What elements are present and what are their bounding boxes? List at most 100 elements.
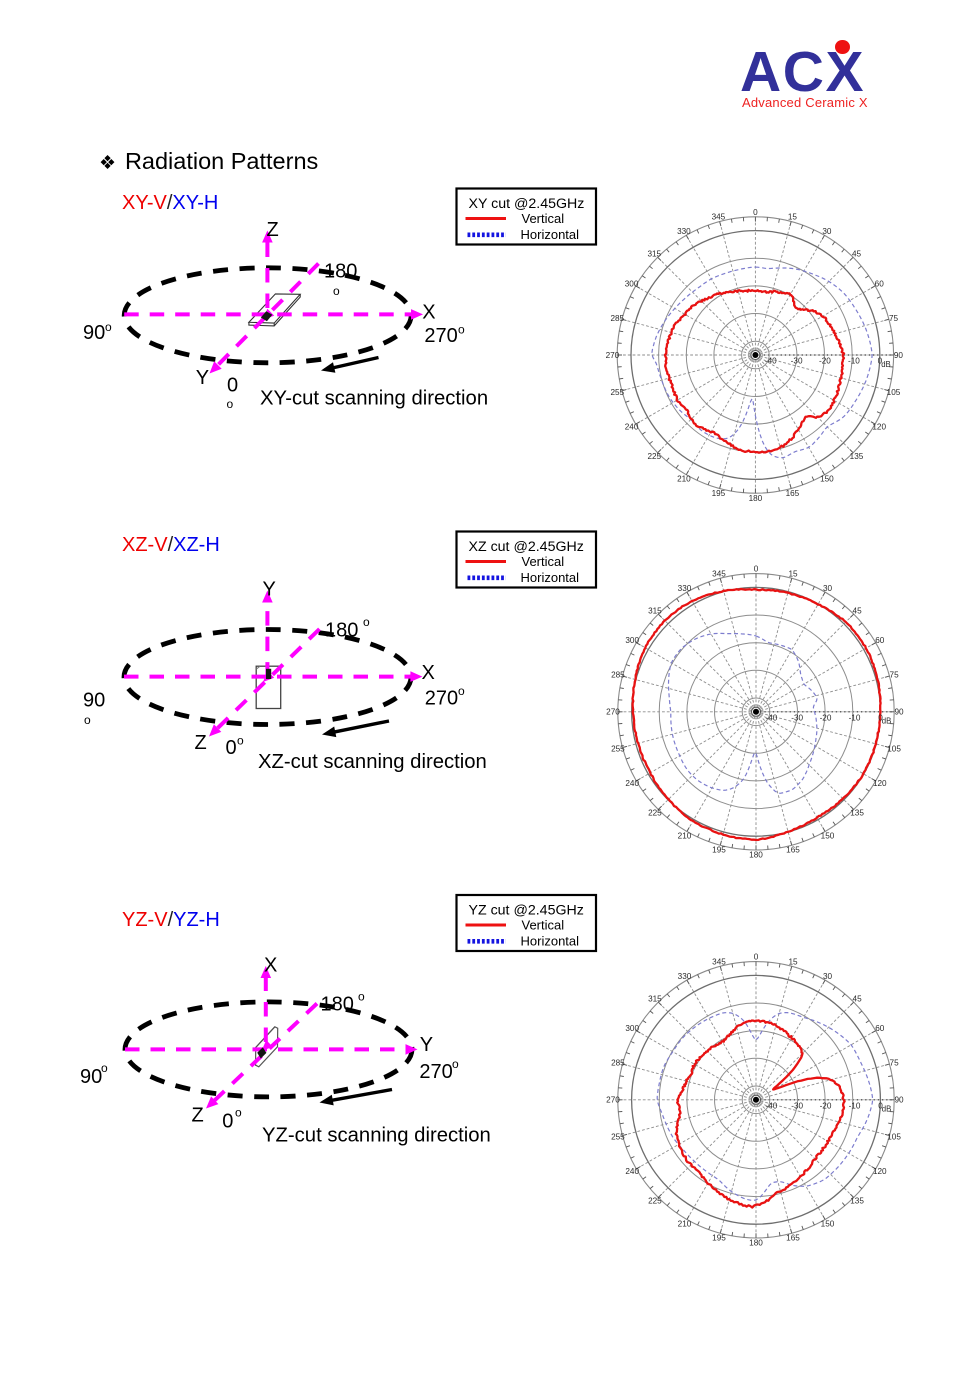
svg-text:45: 45	[853, 607, 863, 616]
svg-text:240: 240	[625, 422, 639, 431]
svg-text:o: o	[227, 397, 234, 411]
svg-text:15: 15	[788, 213, 798, 222]
svg-text:135: 135	[850, 1197, 864, 1206]
svg-text:o: o	[333, 284, 340, 298]
svg-text:-10: -10	[849, 713, 861, 722]
svg-text:-40: -40	[765, 713, 777, 722]
svg-text:dB: dB	[882, 1105, 892, 1114]
svg-text:300: 300	[625, 636, 639, 645]
svg-text:300: 300	[625, 279, 639, 288]
svg-text:Z: Z	[195, 732, 207, 754]
svg-text:75: 75	[889, 314, 899, 323]
svg-text:225: 225	[648, 1197, 662, 1206]
svg-text:o: o	[452, 1057, 459, 1071]
svg-text:165: 165	[786, 1234, 800, 1243]
svg-text:45: 45	[853, 995, 863, 1004]
svg-text:240: 240	[625, 779, 639, 788]
svg-text:210: 210	[678, 1219, 692, 1228]
svg-text:Y: Y	[196, 367, 209, 389]
svg-text:270: 270	[425, 688, 458, 710]
svg-text:180: 180	[321, 994, 354, 1016]
svg-text:150: 150	[821, 1219, 835, 1228]
svg-text:0: 0	[222, 1110, 233, 1132]
svg-text:30: 30	[823, 584, 833, 593]
svg-text:135: 135	[850, 809, 864, 818]
svg-text:150: 150	[821, 831, 835, 840]
svg-text:45: 45	[852, 250, 862, 259]
svg-text:345: 345	[712, 958, 726, 967]
svg-text:XZ-cut scanning direction: XZ-cut scanning direction	[258, 751, 487, 773]
svg-text:180: 180	[749, 851, 763, 860]
svg-text:300: 300	[625, 1024, 639, 1033]
svg-text:o: o	[105, 320, 112, 334]
svg-text:225: 225	[647, 452, 661, 461]
svg-text:XZ cut @2.45GHz: XZ cut @2.45GHz	[469, 539, 584, 555]
svg-text:Horizontal: Horizontal	[521, 570, 580, 585]
svg-text:XY-cut scanning direction: XY-cut scanning direction	[260, 388, 488, 410]
svg-text:240: 240	[625, 1167, 639, 1176]
svg-text:195: 195	[712, 1234, 726, 1243]
svg-text:330: 330	[678, 972, 692, 981]
svg-text:60: 60	[875, 636, 885, 645]
svg-text:315: 315	[648, 995, 662, 1004]
svg-text:Vertical: Vertical	[522, 554, 565, 569]
svg-text:-30: -30	[791, 357, 803, 366]
svg-text:270: 270	[424, 325, 457, 347]
svg-text:270: 270	[606, 708, 620, 717]
svg-text:165: 165	[786, 489, 800, 498]
svg-text:180: 180	[325, 620, 358, 642]
svg-text:15: 15	[788, 570, 798, 579]
svg-text:o: o	[458, 684, 465, 698]
svg-text:180: 180	[749, 1239, 763, 1248]
svg-text:255: 255	[611, 745, 625, 754]
svg-text:0: 0	[754, 953, 759, 962]
svg-text:0: 0	[878, 713, 883, 722]
svg-text:Horizontal: Horizontal	[521, 934, 580, 949]
svg-text:XY cut @2.45GHz: XY cut @2.45GHz	[469, 196, 585, 212]
svg-text:285: 285	[611, 671, 625, 680]
svg-text:60: 60	[875, 1024, 885, 1033]
svg-text:165: 165	[786, 846, 800, 855]
svg-text:120: 120	[873, 1167, 887, 1176]
svg-text:o: o	[235, 1106, 242, 1120]
svg-text:dB: dB	[881, 360, 891, 369]
svg-text:o: o	[84, 713, 91, 727]
svg-text:YZ cut @2.45GHz: YZ cut @2.45GHz	[469, 902, 584, 918]
svg-text:30: 30	[823, 972, 833, 981]
svg-text:o: o	[458, 323, 465, 337]
svg-text:90: 90	[83, 322, 105, 344]
svg-text:YZ-cut scanning direction: YZ-cut scanning direction	[262, 1125, 491, 1147]
svg-text:0: 0	[753, 208, 758, 217]
svg-text:195: 195	[712, 846, 726, 855]
svg-text:Vertical: Vertical	[522, 918, 565, 933]
svg-text:105: 105	[887, 745, 901, 754]
svg-text:0: 0	[878, 357, 883, 366]
svg-text:225: 225	[648, 809, 662, 818]
svg-text:255: 255	[611, 1133, 625, 1142]
svg-text:270: 270	[606, 1096, 620, 1105]
svg-text:o: o	[101, 1061, 108, 1075]
svg-text:330: 330	[678, 584, 692, 593]
svg-text:345: 345	[712, 570, 726, 579]
svg-text:75: 75	[890, 1059, 900, 1068]
svg-text:Z: Z	[192, 1105, 204, 1127]
svg-text:0: 0	[754, 565, 759, 574]
svg-text:30: 30	[822, 227, 832, 236]
svg-text:X: X	[422, 302, 435, 324]
svg-text:180: 180	[749, 494, 763, 503]
svg-text:90: 90	[83, 690, 105, 712]
svg-text:60: 60	[875, 279, 885, 288]
svg-text:90: 90	[894, 708, 904, 717]
svg-text:-40: -40	[765, 1101, 777, 1110]
svg-text:90: 90	[894, 351, 904, 360]
svg-text:X: X	[422, 662, 435, 684]
svg-text:Horizontal: Horizontal	[521, 227, 580, 242]
svg-text:-40: -40	[765, 357, 777, 366]
svg-text:195: 195	[712, 489, 726, 498]
svg-text:315: 315	[648, 607, 662, 616]
svg-text:0: 0	[226, 737, 237, 759]
svg-text:X: X	[264, 954, 277, 976]
svg-text:270: 270	[606, 351, 620, 360]
svg-text:75: 75	[890, 671, 900, 680]
svg-text:180: 180	[324, 261, 357, 283]
